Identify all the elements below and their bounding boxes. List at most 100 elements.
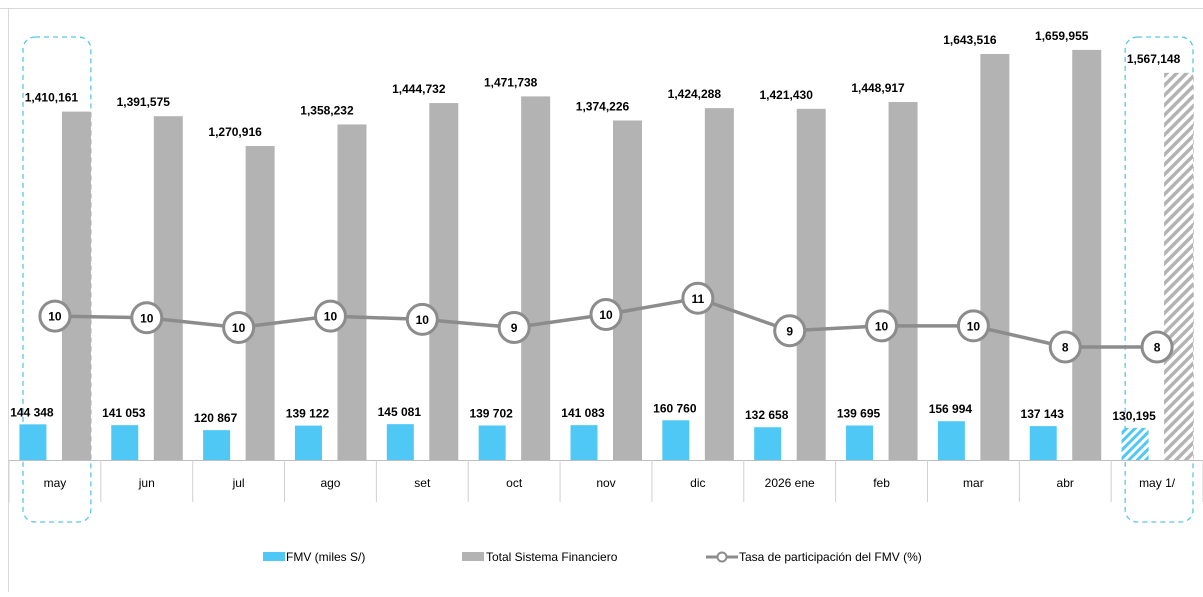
fmv-value-label: 137 143 — [1021, 407, 1065, 421]
x-tick-label: may 1/ — [1139, 476, 1176, 490]
total-value-label: 1,421,430 — [759, 88, 813, 102]
fmv-bar — [662, 420, 690, 460]
rate-value-label: 10 — [232, 321, 246, 335]
total-value-label: 1,643,516 — [943, 33, 997, 47]
rate-value-label: 8 — [1154, 341, 1161, 355]
rate-marker — [222, 311, 256, 344]
total-value-label: 1,567,148 — [1127, 52, 1181, 66]
fmv-value-label: 160 760 — [653, 401, 697, 415]
fmv-value-label: 141 083 — [561, 406, 605, 420]
fmv-value-label: 145 081 — [378, 405, 422, 419]
rate-value-label: 9 — [511, 321, 518, 335]
total-bar — [61, 111, 91, 460]
total-bar — [337, 124, 367, 460]
fmv-value-label: 141 053 — [102, 406, 146, 420]
rate-marker — [1140, 330, 1174, 364]
x-tick-label: dic — [690, 476, 705, 490]
total-value-label: 1,374,226 — [576, 99, 630, 113]
total-bar — [613, 120, 642, 460]
fmv-bar — [1121, 427, 1149, 460]
highlight-box-may-1- — [1124, 36, 1194, 523]
total-value-label: 1,471,738 — [484, 75, 538, 89]
total-bar — [980, 53, 1010, 461]
total-value-label: 1,410,161 — [25, 91, 79, 105]
fmv-bar — [478, 425, 506, 460]
legend-marker-rate — [716, 551, 728, 563]
fmv-value-label: 139 702 — [469, 406, 513, 420]
total-value-label: 1,391,575 — [117, 95, 171, 109]
legend-label-rate: Tasa de participación del FMV (%) — [739, 550, 922, 564]
legend-swatch-total — [462, 552, 484, 561]
total-value-label: 1,358,232 — [300, 103, 354, 117]
rate-marker — [38, 299, 72, 333]
fmv-bar — [846, 425, 874, 460]
rate-value-label: 10 — [140, 311, 154, 325]
x-tick-label: feb — [873, 476, 890, 490]
rate-marker — [773, 314, 807, 348]
rate-line-layer — [38, 281, 1174, 364]
total-value-label: 1,659,955 — [1035, 29, 1089, 43]
total-bar — [1072, 49, 1102, 461]
x-tick-label: jun — [138, 476, 155, 490]
rate-value-label: 8 — [1062, 341, 1069, 355]
rate-value-label: 10 — [875, 319, 889, 333]
rate-marker — [130, 301, 164, 335]
fmv-bar — [570, 425, 598, 460]
rate-value-label: 11 — [692, 292, 705, 306]
x-tick-label: mar — [963, 476, 984, 490]
total-value-label: 1,448,917 — [851, 81, 905, 95]
bars-layer — [19, 49, 1194, 461]
total-bar — [796, 108, 826, 460]
legend-label-fmv: FMV (miles S/) — [286, 550, 365, 564]
total-bar — [429, 103, 459, 460]
legend-swatch-fmv — [263, 552, 285, 561]
total-value-label: 1,444,732 — [392, 82, 446, 96]
fmv-bar — [111, 425, 139, 460]
fmv-bar — [754, 427, 782, 460]
x-tick-label: may — [44, 476, 67, 490]
x-tick-label: nov — [596, 476, 615, 490]
rate-marker — [313, 299, 347, 333]
highlight-boxes — [22, 36, 1194, 523]
fmv-value-label: 120 867 — [194, 411, 238, 425]
fmv-value-label: 130,195 — [1112, 409, 1156, 423]
rate-value-label: 10 — [324, 310, 338, 324]
x-tick-label: 2026 ene — [765, 476, 815, 490]
legend-label-total: Total Sistema Financiero — [486, 550, 618, 564]
x-tick-label: oct — [506, 476, 523, 490]
fmv-bar — [937, 421, 965, 460]
legend: FMV (miles S/) Total Sistema Financiero Ta… — [263, 550, 922, 564]
x-tick-label: set — [414, 476, 431, 490]
fmv-value-label: 139 695 — [837, 406, 881, 420]
rate-marker — [497, 311, 531, 344]
total-value-label: 1,424,288 — [668, 87, 722, 101]
total-bar — [1164, 72, 1194, 460]
total-bar — [704, 108, 734, 461]
fmv-value-label: 156 994 — [929, 402, 973, 416]
rate-value-label: 10 — [416, 313, 430, 327]
rate-value-label: 10 — [967, 319, 981, 333]
fmv-bar — [203, 430, 231, 460]
rate-value-label: 9 — [786, 324, 793, 338]
fmv-bar — [386, 424, 414, 460]
total-bar — [521, 96, 551, 461]
rate-value-label: 10 — [48, 310, 62, 324]
rate-marker — [865, 309, 899, 343]
rate-marker — [405, 302, 439, 336]
highlight-box-may — [22, 36, 92, 523]
rate-marker — [1048, 330, 1082, 364]
rate-marker — [956, 309, 990, 343]
x-tick-label: abr — [1057, 476, 1074, 490]
fmv-value-label: 139 122 — [286, 407, 330, 421]
fmv-bar — [1029, 426, 1057, 460]
rate-marker — [681, 281, 715, 315]
fmv-value-label: 144 348 — [10, 405, 54, 419]
rate-value-label: 10 — [599, 308, 613, 322]
x-axis: may jun jul ago set oct nov dic 2026 ene feb mar ab… — [8, 460, 1203, 502]
rate-marker — [589, 298, 623, 331]
total-bar — [888, 102, 918, 460]
total-value-label: 1,270,916 — [208, 125, 262, 139]
data-labels-layer: 144 348 1,410,161 141 053 1,391,575 120 867 1… — [10, 29, 1180, 425]
